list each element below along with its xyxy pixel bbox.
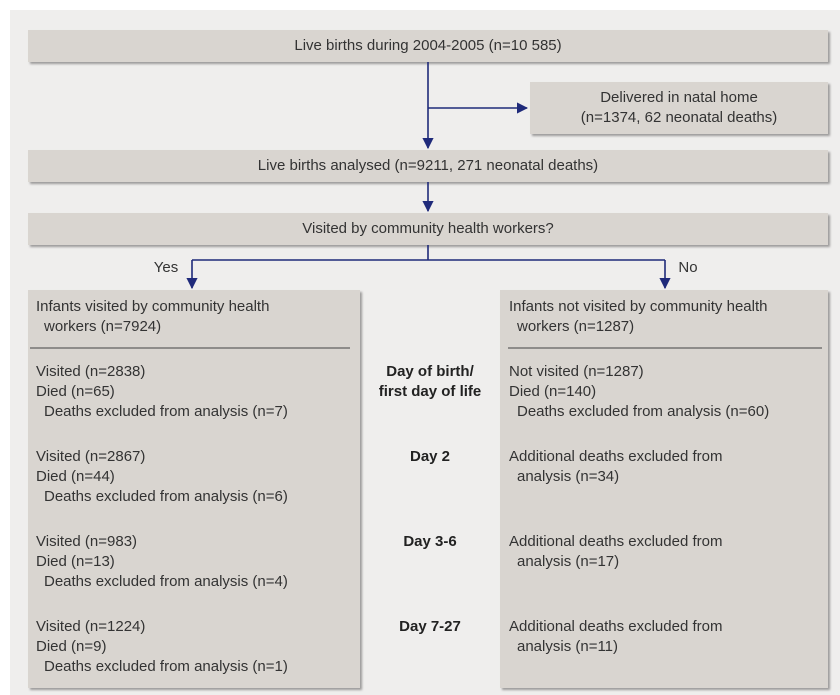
- day-label: Day of birth/: [386, 363, 474, 380]
- branch-label: Yes: [154, 259, 178, 276]
- group-text: Visited (n=2838): [36, 363, 145, 380]
- group-text: Additional deaths excluded from: [509, 448, 722, 465]
- group-text: Died (n=13): [36, 553, 115, 570]
- box-text: (n=1374, 62 neonatal deaths): [581, 109, 777, 126]
- branch-label: No: [678, 259, 697, 276]
- group-text: Deaths excluded from analysis (n=7): [44, 403, 288, 420]
- header-text: workers (n=1287): [516, 318, 634, 335]
- group-text: Visited (n=983): [36, 533, 137, 550]
- header-text: Infants not visited by community health: [509, 298, 767, 315]
- day-label: Day 7-27: [399, 618, 461, 635]
- group-text: Visited (n=2867): [36, 448, 145, 465]
- group-text: Died (n=65): [36, 383, 115, 400]
- excluded-box: [530, 82, 828, 134]
- right-box: [500, 290, 828, 688]
- group-text: analysis (n=11): [517, 638, 618, 655]
- group-text: Not visited (n=1287): [509, 363, 644, 380]
- analysed-box: [28, 150, 828, 182]
- top-box: [28, 30, 828, 62]
- group-text: Died (n=44): [36, 468, 115, 485]
- group-text: Deaths excluded from analysis (n=60): [517, 403, 769, 420]
- group-text: Died (n=9): [36, 638, 106, 655]
- header-text: workers (n=7924): [43, 318, 161, 335]
- day-label: Day 2: [410, 448, 450, 465]
- group-text: Deaths excluded from analysis (n=4): [44, 573, 288, 590]
- question-box: [28, 213, 828, 245]
- arrow: [192, 245, 665, 261]
- group-text: Deaths excluded from analysis (n=6): [44, 488, 288, 505]
- group-text: analysis (n=17): [517, 553, 619, 570]
- group-text: Died (n=140): [509, 383, 596, 400]
- day-label: Day 3-6: [403, 533, 456, 550]
- group-text: Additional deaths excluded from: [509, 533, 722, 550]
- group-text: Deaths excluded from analysis (n=1): [44, 658, 288, 675]
- group-text: Visited (n=1224): [36, 618, 145, 635]
- box-text: Delivered in natal home: [600, 89, 758, 106]
- box-text: Live births during 2004-2005 (n=10 585): [294, 37, 561, 54]
- group-text: Additional deaths excluded from: [509, 618, 722, 635]
- left-box: [28, 290, 360, 688]
- box-text: Visited by community health workers?: [302, 220, 554, 237]
- header-text: Infants visited by community health: [36, 298, 269, 315]
- day-label: first day of life: [379, 383, 482, 400]
- group-text: analysis (n=34): [517, 468, 619, 485]
- box-text: Live births analysed (n=9211, 271 neonat…: [258, 157, 598, 174]
